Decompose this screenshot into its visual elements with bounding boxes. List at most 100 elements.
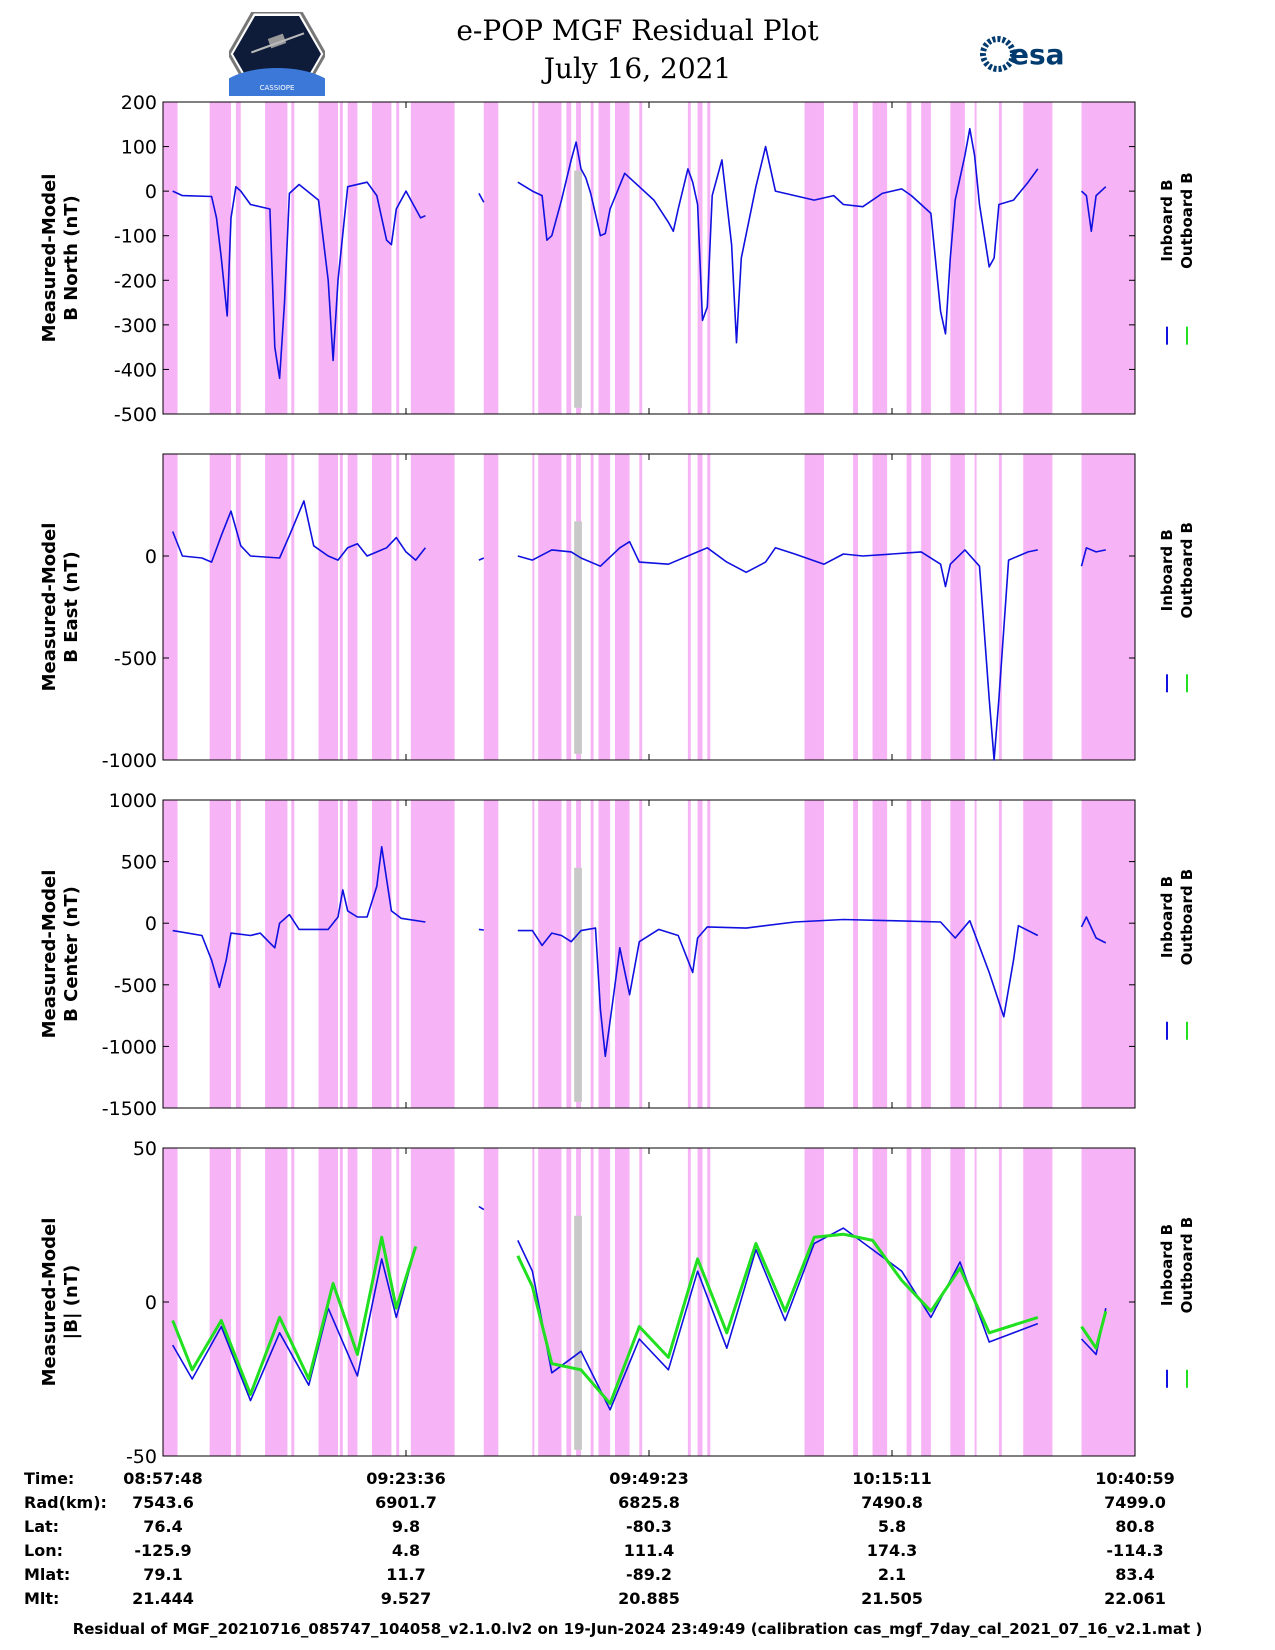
shade-band xyxy=(318,102,338,414)
shade-band xyxy=(163,1148,178,1456)
legend-inboard-label: Inboard B xyxy=(1158,876,1176,958)
series-inboard xyxy=(172,181,426,380)
series-inboard xyxy=(478,928,484,931)
info-cell: 79.1 xyxy=(143,1565,182,1584)
y-tick-label: 0 xyxy=(145,1292,157,1314)
shade-band xyxy=(483,800,499,1108)
legend-outboard-label: Outboard B xyxy=(1178,522,1196,619)
legend-inboard-label: Inboard B xyxy=(1158,1224,1176,1306)
shade-band xyxy=(872,454,888,760)
shade-band xyxy=(950,800,965,1108)
shade-band xyxy=(804,102,824,414)
y-axis-label: Measured-ModelB North (nT) xyxy=(39,174,82,343)
info-cell: 10:40:59 xyxy=(1095,1469,1175,1488)
info-cell: 7543.6 xyxy=(132,1493,194,1512)
info-cell: -125.9 xyxy=(134,1541,191,1560)
info-cell: 08:57:48 xyxy=(123,1469,203,1488)
info-cell: 20.885 xyxy=(618,1589,680,1608)
shade-band xyxy=(235,1148,241,1456)
y-axis-label-line: B Center (nT) xyxy=(61,886,82,1022)
info-cell: 09:23:36 xyxy=(366,1469,446,1488)
shade-band xyxy=(614,454,630,760)
shade-band xyxy=(872,800,888,1108)
series-inboard xyxy=(478,193,485,203)
shade-band xyxy=(1081,800,1135,1108)
series-inboard xyxy=(517,540,1038,761)
shade-band xyxy=(950,1148,965,1456)
shade-band xyxy=(410,800,455,1108)
shade-band xyxy=(235,102,241,414)
shade-band xyxy=(697,800,703,1108)
shade-band xyxy=(483,102,499,414)
y-tick-label: -1500 xyxy=(102,1098,157,1120)
shade-band xyxy=(235,454,241,760)
series-inboard xyxy=(478,557,485,561)
plot-frame xyxy=(162,101,1136,415)
plot-frame xyxy=(162,799,1136,1109)
shade-band xyxy=(291,800,295,1108)
info-row-label: Time: xyxy=(24,1469,74,1488)
shade-band xyxy=(339,800,343,1108)
y-tick-label: -300 xyxy=(114,315,157,337)
plot-frame xyxy=(162,453,1136,761)
series-inboard xyxy=(1080,916,1107,944)
shade-band xyxy=(998,1148,1002,1456)
shade-band xyxy=(209,800,232,1108)
shade-band xyxy=(566,454,572,760)
shade-band xyxy=(921,800,931,1108)
y-tick-label: -500 xyxy=(114,648,157,670)
y-tick-label: -1000 xyxy=(102,750,157,772)
plot-frame xyxy=(162,1147,1136,1457)
shade-band xyxy=(209,454,232,760)
shade-band xyxy=(906,800,912,1108)
info-row-label: Mlt: xyxy=(24,1589,59,1608)
y-axis-label-line: |B| (nT) xyxy=(61,1265,82,1340)
series-inboard xyxy=(478,1205,485,1211)
shade-band xyxy=(371,102,392,414)
info-cell: 4.8 xyxy=(392,1541,420,1560)
shade-band xyxy=(697,1148,703,1456)
shade-band xyxy=(974,454,977,760)
info-row-label: Mlat: xyxy=(24,1565,70,1584)
series-inboard xyxy=(1080,186,1107,233)
shade-band xyxy=(291,102,295,414)
shade-band xyxy=(347,102,358,414)
shade-band xyxy=(998,800,1002,1108)
y-tick-label: -500 xyxy=(114,975,157,997)
info-cell: 76.4 xyxy=(143,1517,182,1536)
shade-band xyxy=(804,800,824,1108)
shade-band xyxy=(598,102,611,414)
series-inboard xyxy=(172,846,426,989)
y-tick-label: 500 xyxy=(121,852,157,874)
shade-band xyxy=(921,102,931,414)
panel-1: -500 -400 -300 -200 -100 0 100 200 Measured-Mode… xyxy=(39,92,1196,426)
info-row-label: Lat: xyxy=(24,1517,59,1536)
panel-3: -1500 -1000 -500 0 500 1000 Measured-ModelB Ce… xyxy=(39,790,1196,1120)
shade-band xyxy=(538,1148,562,1456)
series-outboard xyxy=(1080,1310,1108,1350)
y-axis-label-line: B East (nT) xyxy=(61,551,82,663)
y-tick-label: -50 xyxy=(126,1446,157,1468)
shade-band xyxy=(639,454,643,760)
shade-band xyxy=(347,800,358,1108)
info-cell: 83.4 xyxy=(1115,1565,1154,1584)
gray-band xyxy=(574,170,582,408)
shade-band xyxy=(538,800,562,1108)
shade-band xyxy=(235,800,241,1108)
y-axis-label: Measured-Model|B| (nT) xyxy=(39,1218,82,1387)
shade-band xyxy=(921,1148,931,1456)
shade-band xyxy=(687,1148,691,1456)
gray-band xyxy=(574,1215,582,1450)
shade-band xyxy=(538,454,562,760)
shade-band xyxy=(566,1148,572,1456)
info-cell: -89.2 xyxy=(626,1565,672,1584)
satellite-boom xyxy=(251,32,305,54)
shade-band xyxy=(1023,454,1053,760)
y-tick-label: -200 xyxy=(114,270,157,292)
info-cell: -80.3 xyxy=(626,1517,672,1536)
shade-band xyxy=(590,800,594,1108)
shade-band xyxy=(410,1148,455,1456)
info-cell: -114.3 xyxy=(1106,1541,1163,1560)
series-inboard xyxy=(517,1227,1039,1411)
